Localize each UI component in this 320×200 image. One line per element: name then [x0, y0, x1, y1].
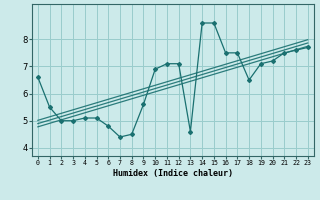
- X-axis label: Humidex (Indice chaleur): Humidex (Indice chaleur): [113, 169, 233, 178]
